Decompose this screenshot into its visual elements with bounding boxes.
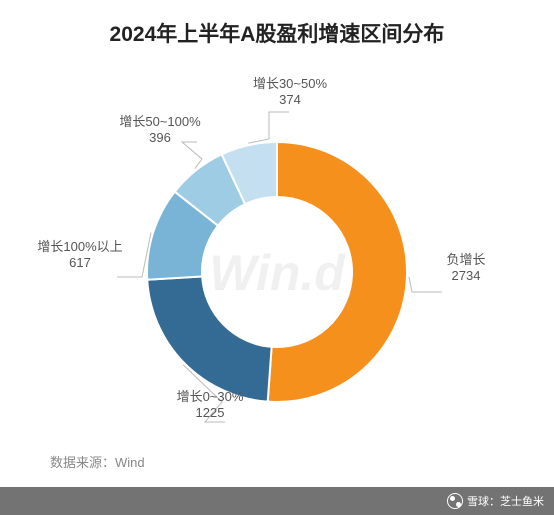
xueqiu-logo-icon [447,493,463,509]
slice-label: 负增长2734 [406,252,526,285]
slice-label: 增长50~100%396 [100,114,220,147]
footer-separator: ： [489,493,500,509]
data-source: 数据来源：Wind [50,452,145,471]
footer-author: 芝士鱼米 [500,493,544,509]
leader-line [248,112,289,143]
svg-text:Win.d: Win.d [209,245,346,301]
slice-label: 增长100%以上617 [20,239,140,272]
footer-bar: 雪球 ： 芝士鱼米 [0,487,554,515]
slice-label: 增长30~50%374 [230,76,350,109]
footer-platform: 雪球 [467,493,489,509]
slice-label: 增长0~30%1225 [150,389,270,422]
